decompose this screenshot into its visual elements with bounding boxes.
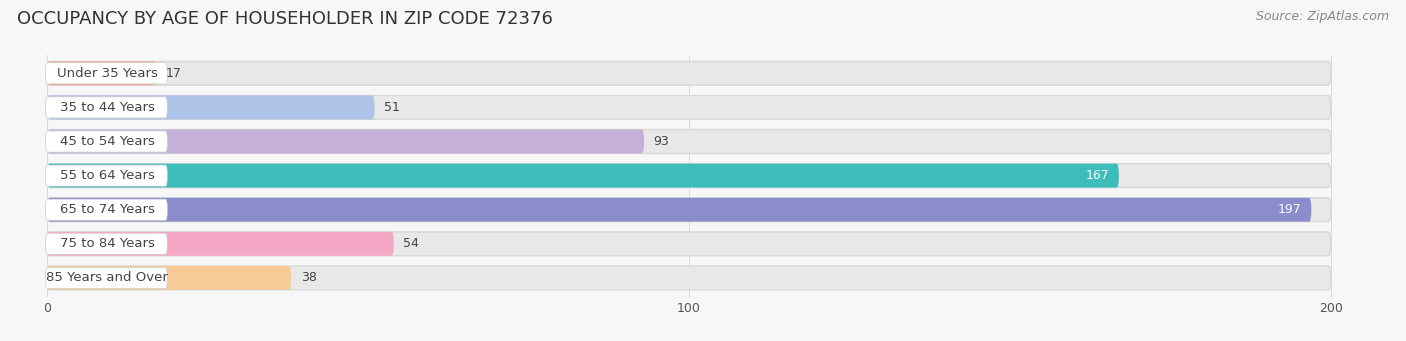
FancyBboxPatch shape bbox=[48, 61, 1330, 85]
FancyBboxPatch shape bbox=[48, 198, 1330, 222]
FancyBboxPatch shape bbox=[48, 266, 291, 290]
Text: 167: 167 bbox=[1085, 169, 1109, 182]
FancyBboxPatch shape bbox=[48, 164, 1330, 188]
FancyBboxPatch shape bbox=[48, 232, 394, 256]
Text: 38: 38 bbox=[301, 271, 316, 284]
FancyBboxPatch shape bbox=[45, 131, 167, 152]
FancyBboxPatch shape bbox=[45, 97, 167, 118]
FancyBboxPatch shape bbox=[48, 198, 1312, 222]
Text: OCCUPANCY BY AGE OF HOUSEHOLDER IN ZIP CODE 72376: OCCUPANCY BY AGE OF HOUSEHOLDER IN ZIP C… bbox=[17, 10, 553, 28]
Text: 17: 17 bbox=[166, 67, 181, 80]
Text: 197: 197 bbox=[1278, 203, 1302, 216]
FancyBboxPatch shape bbox=[48, 130, 1330, 153]
FancyBboxPatch shape bbox=[48, 130, 644, 153]
Text: 54: 54 bbox=[404, 237, 419, 250]
Text: Source: ZipAtlas.com: Source: ZipAtlas.com bbox=[1256, 10, 1389, 23]
FancyBboxPatch shape bbox=[45, 199, 167, 220]
FancyBboxPatch shape bbox=[48, 61, 156, 85]
FancyBboxPatch shape bbox=[48, 266, 1330, 290]
Text: 75 to 84 Years: 75 to 84 Years bbox=[59, 237, 155, 250]
Text: 85 Years and Over: 85 Years and Over bbox=[46, 271, 167, 284]
FancyBboxPatch shape bbox=[45, 63, 167, 84]
Text: Under 35 Years: Under 35 Years bbox=[56, 67, 157, 80]
Text: 55 to 64 Years: 55 to 64 Years bbox=[59, 169, 155, 182]
Text: 45 to 54 Years: 45 to 54 Years bbox=[59, 135, 155, 148]
Text: 65 to 74 Years: 65 to 74 Years bbox=[59, 203, 155, 216]
Text: 51: 51 bbox=[384, 101, 401, 114]
Text: 35 to 44 Years: 35 to 44 Years bbox=[59, 101, 155, 114]
FancyBboxPatch shape bbox=[45, 267, 167, 288]
FancyBboxPatch shape bbox=[45, 165, 167, 186]
Text: 93: 93 bbox=[654, 135, 669, 148]
FancyBboxPatch shape bbox=[45, 233, 167, 254]
FancyBboxPatch shape bbox=[48, 232, 1330, 256]
FancyBboxPatch shape bbox=[48, 95, 374, 119]
FancyBboxPatch shape bbox=[48, 95, 1330, 119]
FancyBboxPatch shape bbox=[48, 164, 1119, 188]
